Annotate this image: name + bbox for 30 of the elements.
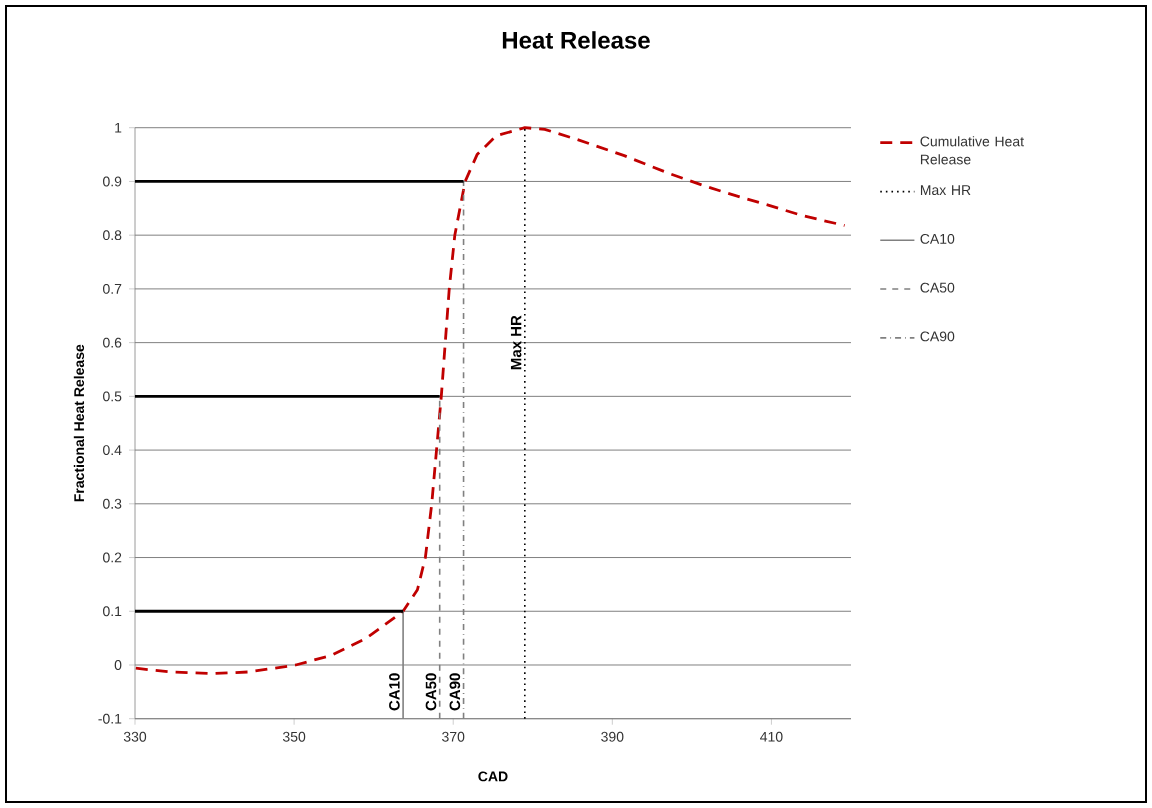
x-tick-label: 350 [282, 731, 306, 742]
y-tick-label: -0.1 [98, 713, 122, 724]
legend-label: CA10 [920, 233, 955, 244]
x-axis-title: CAD [478, 771, 508, 782]
y-tick-label: 0.8 [103, 230, 122, 241]
y-tick-label: 0 [114, 660, 122, 670]
chart-title: Heat Release [502, 31, 650, 49]
x-tick-label: 330 [123, 731, 147, 742]
annotation: CA50 [425, 673, 437, 711]
legend-label: CA90 [920, 331, 955, 342]
legend-label: Max HR [920, 185, 971, 196]
line-series [134, 126, 847, 675]
x-tick-label: 370 [442, 731, 465, 742]
legend-label: Cumulative Heat Release [920, 136, 1024, 165]
y-tick-label: 0.7 [103, 283, 122, 294]
y-tick-label: 1 [115, 122, 122, 133]
legend-label: CA50 [920, 282, 955, 293]
y-tick-label: 0.4 [103, 445, 122, 456]
y-tick-label: 0.1 [103, 606, 122, 617]
y-tick-label: 0.3 [103, 498, 122, 509]
y-tick-label: 0.5 [103, 391, 122, 402]
annotation: Max HR [510, 315, 522, 370]
y-tick-label: 0.6 [103, 337, 122, 348]
x-tick-label: 410 [760, 731, 783, 742]
annotation: CA10 [389, 673, 400, 711]
y-tick-label: 0.9 [103, 176, 122, 187]
x-tick-label: 390 [601, 731, 624, 742]
y-tick-label: 0.2 [103, 552, 122, 563]
annotation: CA90 [449, 673, 461, 711]
y-axis-title: Fractional Heat Release [73, 344, 85, 502]
